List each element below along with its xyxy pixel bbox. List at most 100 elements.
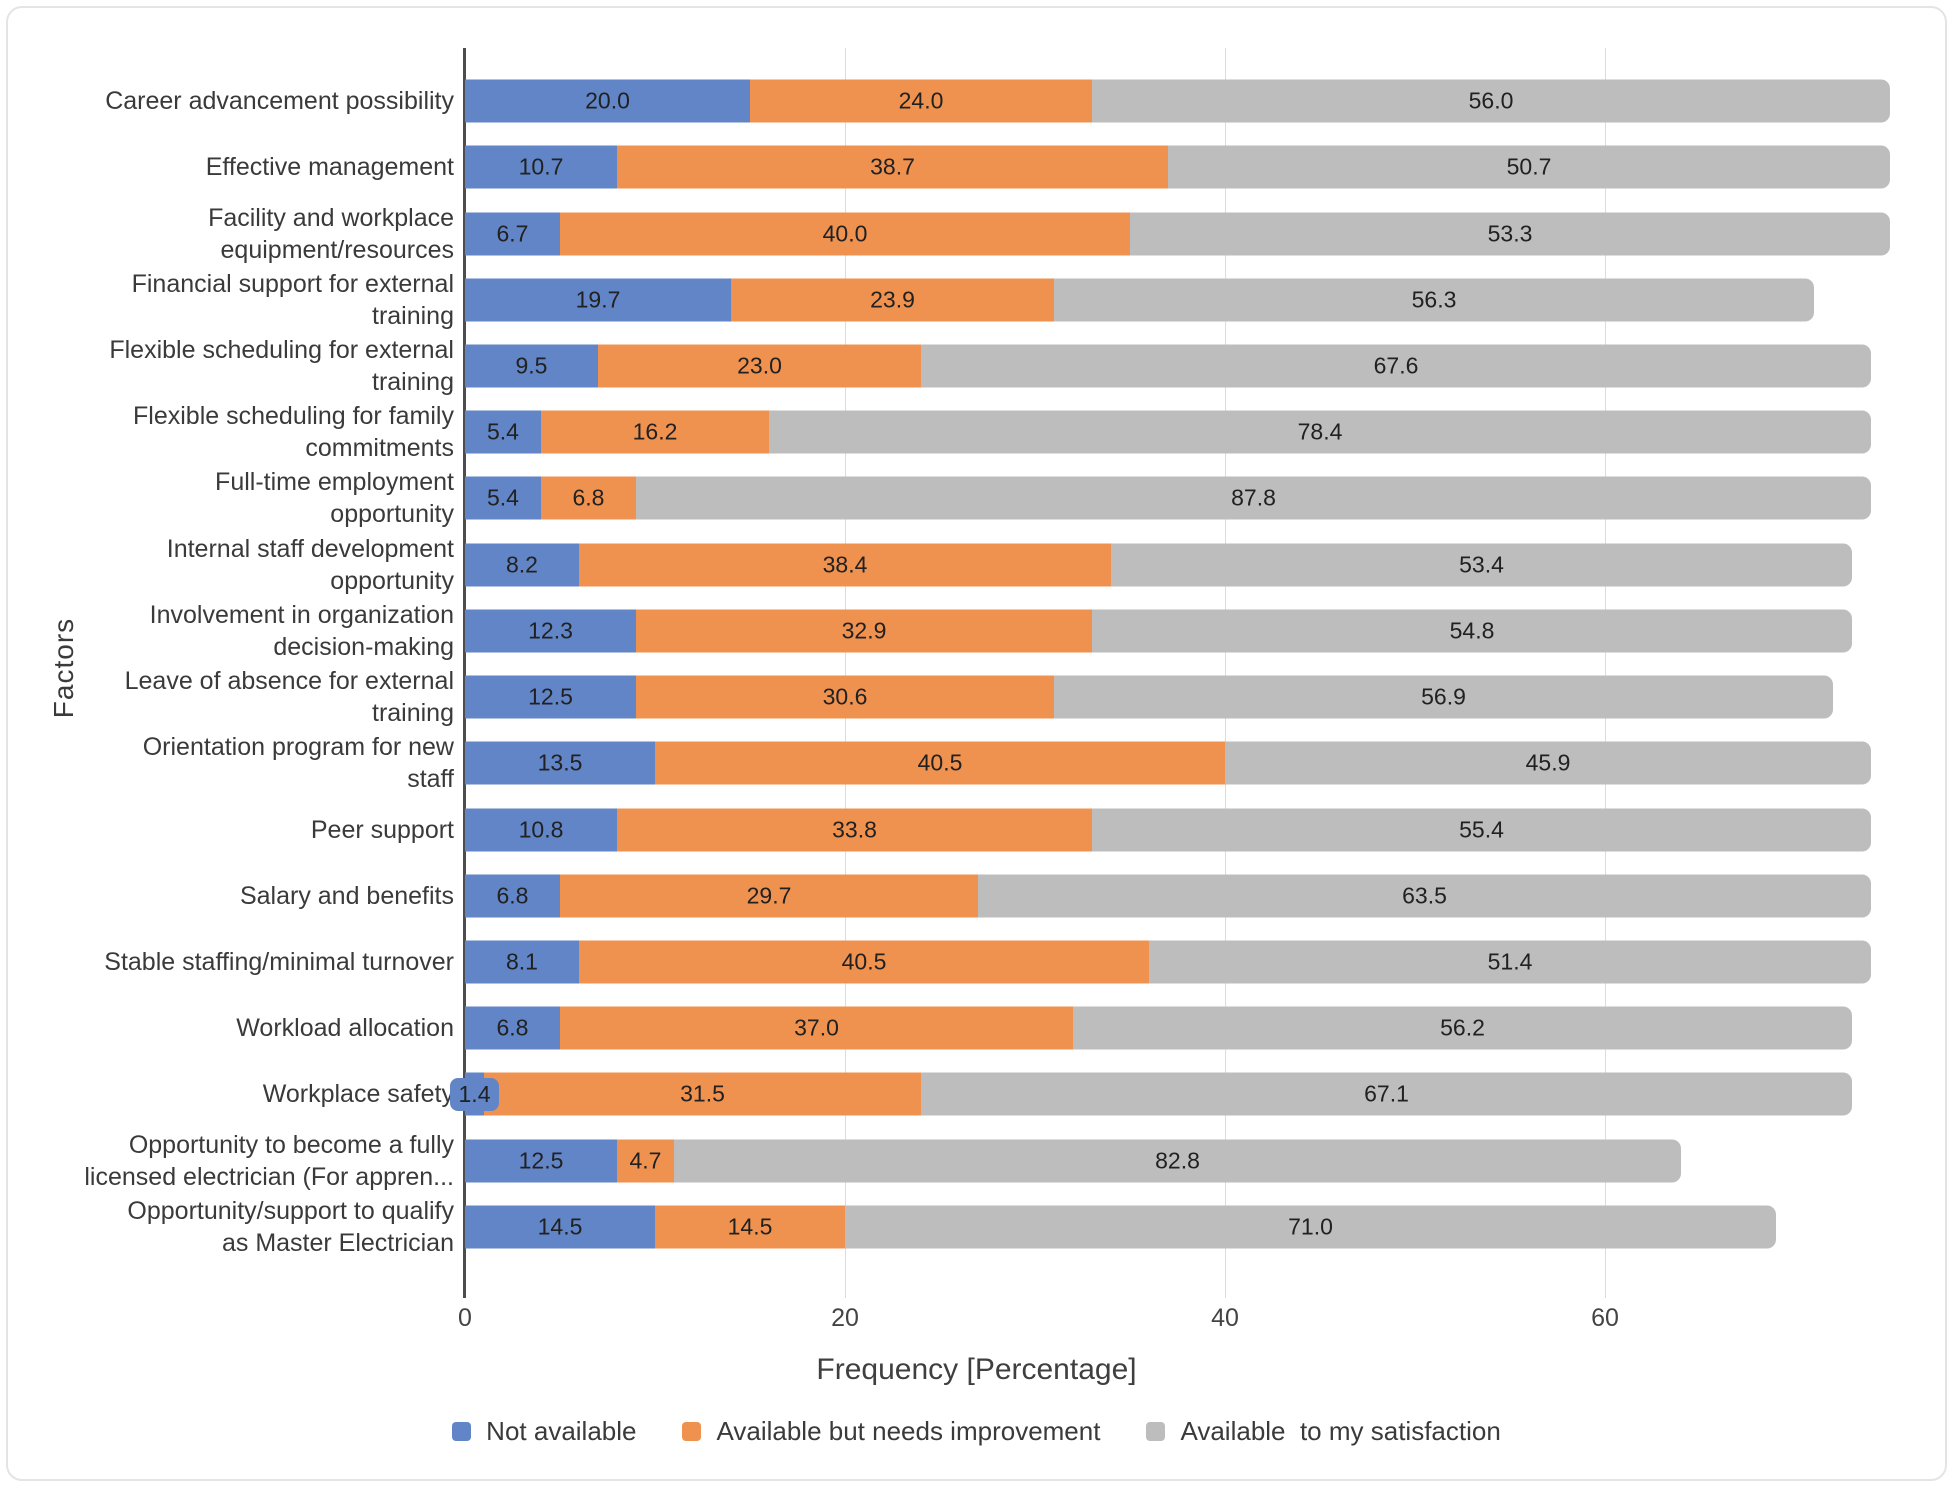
bar-row: 12.5 30.6 56.9 [465, 664, 1921, 730]
x-axis-title: Frequency [Percentage] [816, 1353, 1137, 1386]
category-label: Opportunity to become a fully licensed el… [18, 1128, 454, 1194]
bar-row: 9.5 23.0 67.6 [465, 333, 1921, 399]
bar-segment-available: 30.6 [636, 675, 1054, 719]
data-label: 38.7 [870, 153, 915, 180]
category-label: Full-time employment opportunity [18, 465, 454, 531]
legend-swatch-icon [1146, 1422, 1166, 1441]
category-label-line: Financial support for external [131, 269, 454, 298]
bar-row: 13.5 40.5 45.9 [465, 730, 1921, 796]
bar-row: 6.8 29.7 63.5 [465, 863, 1921, 929]
category-label-line: Effective management [205, 153, 454, 182]
data-label: 16.2 [632, 418, 678, 445]
category-label: Effective management [18, 134, 454, 200]
bar-segment-not: 10.8 [465, 808, 617, 852]
bar-segment-available: 24.0 [750, 79, 1092, 123]
plot-area: 20.0 24.0 56.0 10.7 38.7 50.7 6.7 40.0 53.3 19.7 2… [449, 68, 1921, 1260]
data-label: 5.4 [487, 484, 519, 511]
bar-segment-not: 19.7 [465, 278, 731, 322]
category-label-line: Orientation program for new [142, 733, 454, 762]
category-label-line: Salary and benefits [239, 881, 454, 910]
stacked-bar: 13.5 40.5 45.9 [465, 741, 1871, 785]
data-label: 10.7 [518, 153, 564, 180]
bar-row: 8.1 40.5 51.4 [465, 929, 1921, 995]
data-label: 31.5 [680, 1080, 725, 1107]
data-label: 12.5 [528, 683, 573, 710]
category-label-line: licensed electrician (For appren... [84, 1162, 454, 1191]
category-label-line: Full-time employment [215, 468, 454, 497]
stacked-bar: 8.1 40.5 51.4 [465, 940, 1871, 984]
data-label: 56.0 [1468, 87, 1514, 114]
category-label-line: Facility and workplace [208, 203, 454, 232]
bar-row: 10.7 38.7 50.7 [465, 134, 1921, 200]
data-label: 51.4 [1487, 948, 1533, 975]
category-label: Facility and workplace equipment/resource… [18, 200, 454, 266]
bar-row: 6.8 37.0 56.2 [465, 995, 1921, 1061]
category-label: Financial support for external training [18, 267, 454, 333]
bar-segment-not: 12.5 [465, 1139, 617, 1183]
stacked-bar: 12.5 30.6 56.9 [465, 675, 1833, 719]
data-label: 53.3 [1487, 220, 1533, 247]
bar-row: 19.7 23.9 56.3 [465, 267, 1921, 333]
bar-segment-available: 40.5 [655, 741, 1225, 785]
stacked-bar: 1.4 31.5 67.1 [449, 1072, 1852, 1116]
bar-segment-available: 56.2 [1073, 1006, 1852, 1050]
bar-segment-available: 63.5 [978, 874, 1871, 918]
stacked-bar: 20.0 24.0 56.0 [465, 79, 1890, 123]
stacked-bar: 19.7 23.9 56.3 [465, 278, 1814, 322]
data-label: 71.0 [1288, 1213, 1333, 1240]
stacked-bar: 5.4 16.2 78.4 [465, 410, 1871, 454]
bar-segment-available: 14.5 [655, 1205, 845, 1249]
bar-segment-available: 40.0 [560, 212, 1130, 256]
data-label: 8.2 [506, 551, 538, 578]
category-label-line: decision-making [273, 632, 454, 661]
data-label: 33.8 [832, 816, 877, 843]
bar-segment-available: 37.0 [560, 1006, 1073, 1050]
bar-segment-not: 12.3 [465, 609, 636, 653]
legend: Not available Available but needs improve… [8, 1416, 1945, 1447]
category-label: Leave of absence for external training [18, 664, 454, 730]
bar-segment-not: 12.5 [465, 675, 636, 719]
category-label: Orientation program for new staff [18, 730, 454, 796]
bar-segment-not: 5.4 [465, 476, 541, 520]
data-label: 6.7 [496, 220, 529, 247]
data-label: 30.6 [822, 683, 868, 710]
bar-segment-available: 16.2 [541, 410, 769, 454]
bar-segment-available: 78.4 [769, 410, 1871, 454]
data-label: 78.4 [1297, 418, 1343, 445]
stacked-bar: 10.7 38.7 50.7 [465, 145, 1890, 189]
bar-row: 12.3 32.9 54.8 [465, 598, 1921, 664]
stacked-bar: 9.5 23.0 67.6 [465, 344, 1871, 388]
data-label: 12.3 [528, 617, 573, 644]
bar-segment-not: 6.8 [465, 874, 560, 918]
data-label: 12.5 [518, 1147, 564, 1174]
bar-segment-available: 55.4 [1092, 808, 1871, 852]
data-label: 14.5 [727, 1213, 773, 1240]
data-label: 40.5 [917, 749, 963, 776]
bar-segment-available: 53.4 [1111, 543, 1852, 587]
stacked-bar: 8.2 38.4 53.4 [465, 543, 1852, 587]
data-label: 82.8 [1155, 1147, 1200, 1174]
category-label-line: Flexible scheduling for family [133, 402, 454, 431]
bar-segment-available: 56.9 [1054, 675, 1833, 719]
chart-card: Factors Career advancement possibility Ef… [6, 6, 1947, 1481]
bar-segment-available: 40.5 [579, 940, 1149, 984]
bar-segment-available: 38.7 [617, 145, 1168, 189]
stacked-bar: 14.5 14.5 71.0 [465, 1205, 1776, 1249]
data-label: 6.8 [496, 882, 529, 909]
bar-row: 12.5 4.7 82.8 [465, 1128, 1921, 1194]
x-tick-label: 20 [831, 1304, 859, 1332]
category-label-line: Leave of absence for external [124, 667, 454, 696]
data-label: 50.7 [1506, 153, 1552, 180]
bar-segment-available: 51.4 [1149, 940, 1871, 984]
category-label: Opportunity/support to qualify as Master … [18, 1194, 454, 1260]
category-label-line: Career advancement possibility [105, 87, 454, 116]
category-label: Peer support [18, 796, 454, 862]
category-label-line: Opportunity to become a fully [128, 1130, 454, 1159]
category-axis: Career advancement possibility Effective … [18, 68, 454, 1260]
bar-row: 20.0 24.0 56.0 [465, 68, 1921, 134]
bar-segment-not: 6.7 [465, 212, 560, 256]
category-label-line: equipment/resources [220, 235, 454, 264]
data-label: 24.0 [898, 87, 944, 114]
bar-segment-available: 71.0 [845, 1205, 1776, 1249]
data-label: 56.3 [1411, 286, 1457, 313]
